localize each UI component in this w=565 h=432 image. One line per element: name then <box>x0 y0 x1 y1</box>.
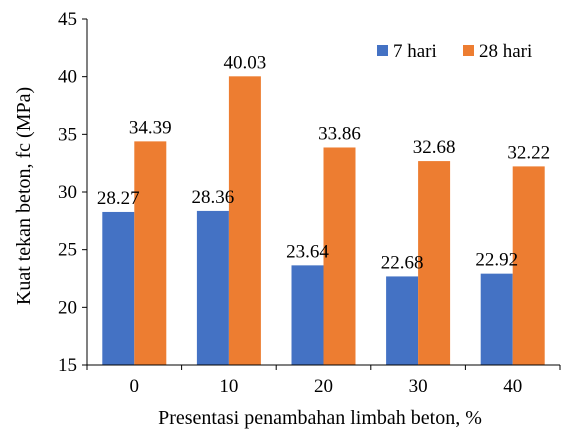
x-axis-ticks: 0 10 20 30 40 <box>86 365 561 397</box>
y-tick-label-15: 15 <box>58 355 77 376</box>
y-axis-title: Kuat tekan beton, fc (MPa) <box>13 87 35 305</box>
x-tick-label-0: 0 <box>130 376 140 397</box>
y-tick-label-35: 35 <box>58 124 77 145</box>
plot-area: 28.27 28.36 23.64 22.68 22.92 34.39 40.03 33.86… <box>58 9 561 397</box>
bar-7-hari-30 <box>386 276 419 365</box>
bar-28-hari-0 <box>134 141 167 365</box>
x-axis-title: Presentasi penambahan limbah beton, % <box>158 407 482 429</box>
y-tick-label-40: 40 <box>58 67 77 88</box>
bar-28-hari-20 <box>323 147 356 365</box>
data-label-28-hari-30: 32.68 <box>413 137 456 158</box>
data-label-28-hari-20: 33.86 <box>318 123 361 144</box>
y-axis-ticks: 15 20 25 30 35 40 45 <box>58 9 87 376</box>
data-label-7-hari-10: 28.36 <box>192 187 235 208</box>
legend-label-7-hari: 7 hari <box>393 41 437 62</box>
x-tick-label-10: 10 <box>219 376 238 397</box>
data-label-28-hari-40: 32.22 <box>507 142 550 163</box>
data-label-7-hari-0: 28.27 <box>97 188 140 209</box>
bar-7-hari-0 <box>102 211 135 365</box>
y-tick-label-20: 20 <box>58 297 77 318</box>
data-label-28-hari-0: 34.39 <box>129 117 172 138</box>
y-tick-label-30: 30 <box>58 182 77 203</box>
legend-swatch-28-hari <box>463 45 474 56</box>
bar-7-hari-10 <box>196 210 229 365</box>
bar-7-hari-20 <box>291 265 324 365</box>
bar-7-hari-40 <box>480 273 513 365</box>
bar-28-hari-30 <box>418 161 451 365</box>
legend: 7 hari 28 hari <box>377 41 532 62</box>
x-tick-label-20: 20 <box>314 376 333 397</box>
data-label-7-hari-30: 22.68 <box>381 252 424 273</box>
legend-swatch-7-hari <box>377 45 388 56</box>
bar-28-hari-40 <box>512 166 545 365</box>
x-tick-label-40: 40 <box>503 376 522 397</box>
y-tick-label-25: 25 <box>58 240 77 261</box>
bar-28-hari-10 <box>228 76 261 365</box>
x-tick-label-30: 30 <box>409 376 428 397</box>
bars-group <box>102 76 545 365</box>
y-tick-label-45: 45 <box>58 9 77 30</box>
data-label-7-hari-20: 23.64 <box>286 241 329 262</box>
data-label-28-hari-10: 40.03 <box>224 52 267 73</box>
data-label-7-hari-40: 22.92 <box>475 250 518 271</box>
data-labels-group: 28.27 28.36 23.64 22.68 22.92 34.39 40.03 33.86… <box>97 52 550 273</box>
legend-label-28-hari: 28 hari <box>479 41 532 62</box>
